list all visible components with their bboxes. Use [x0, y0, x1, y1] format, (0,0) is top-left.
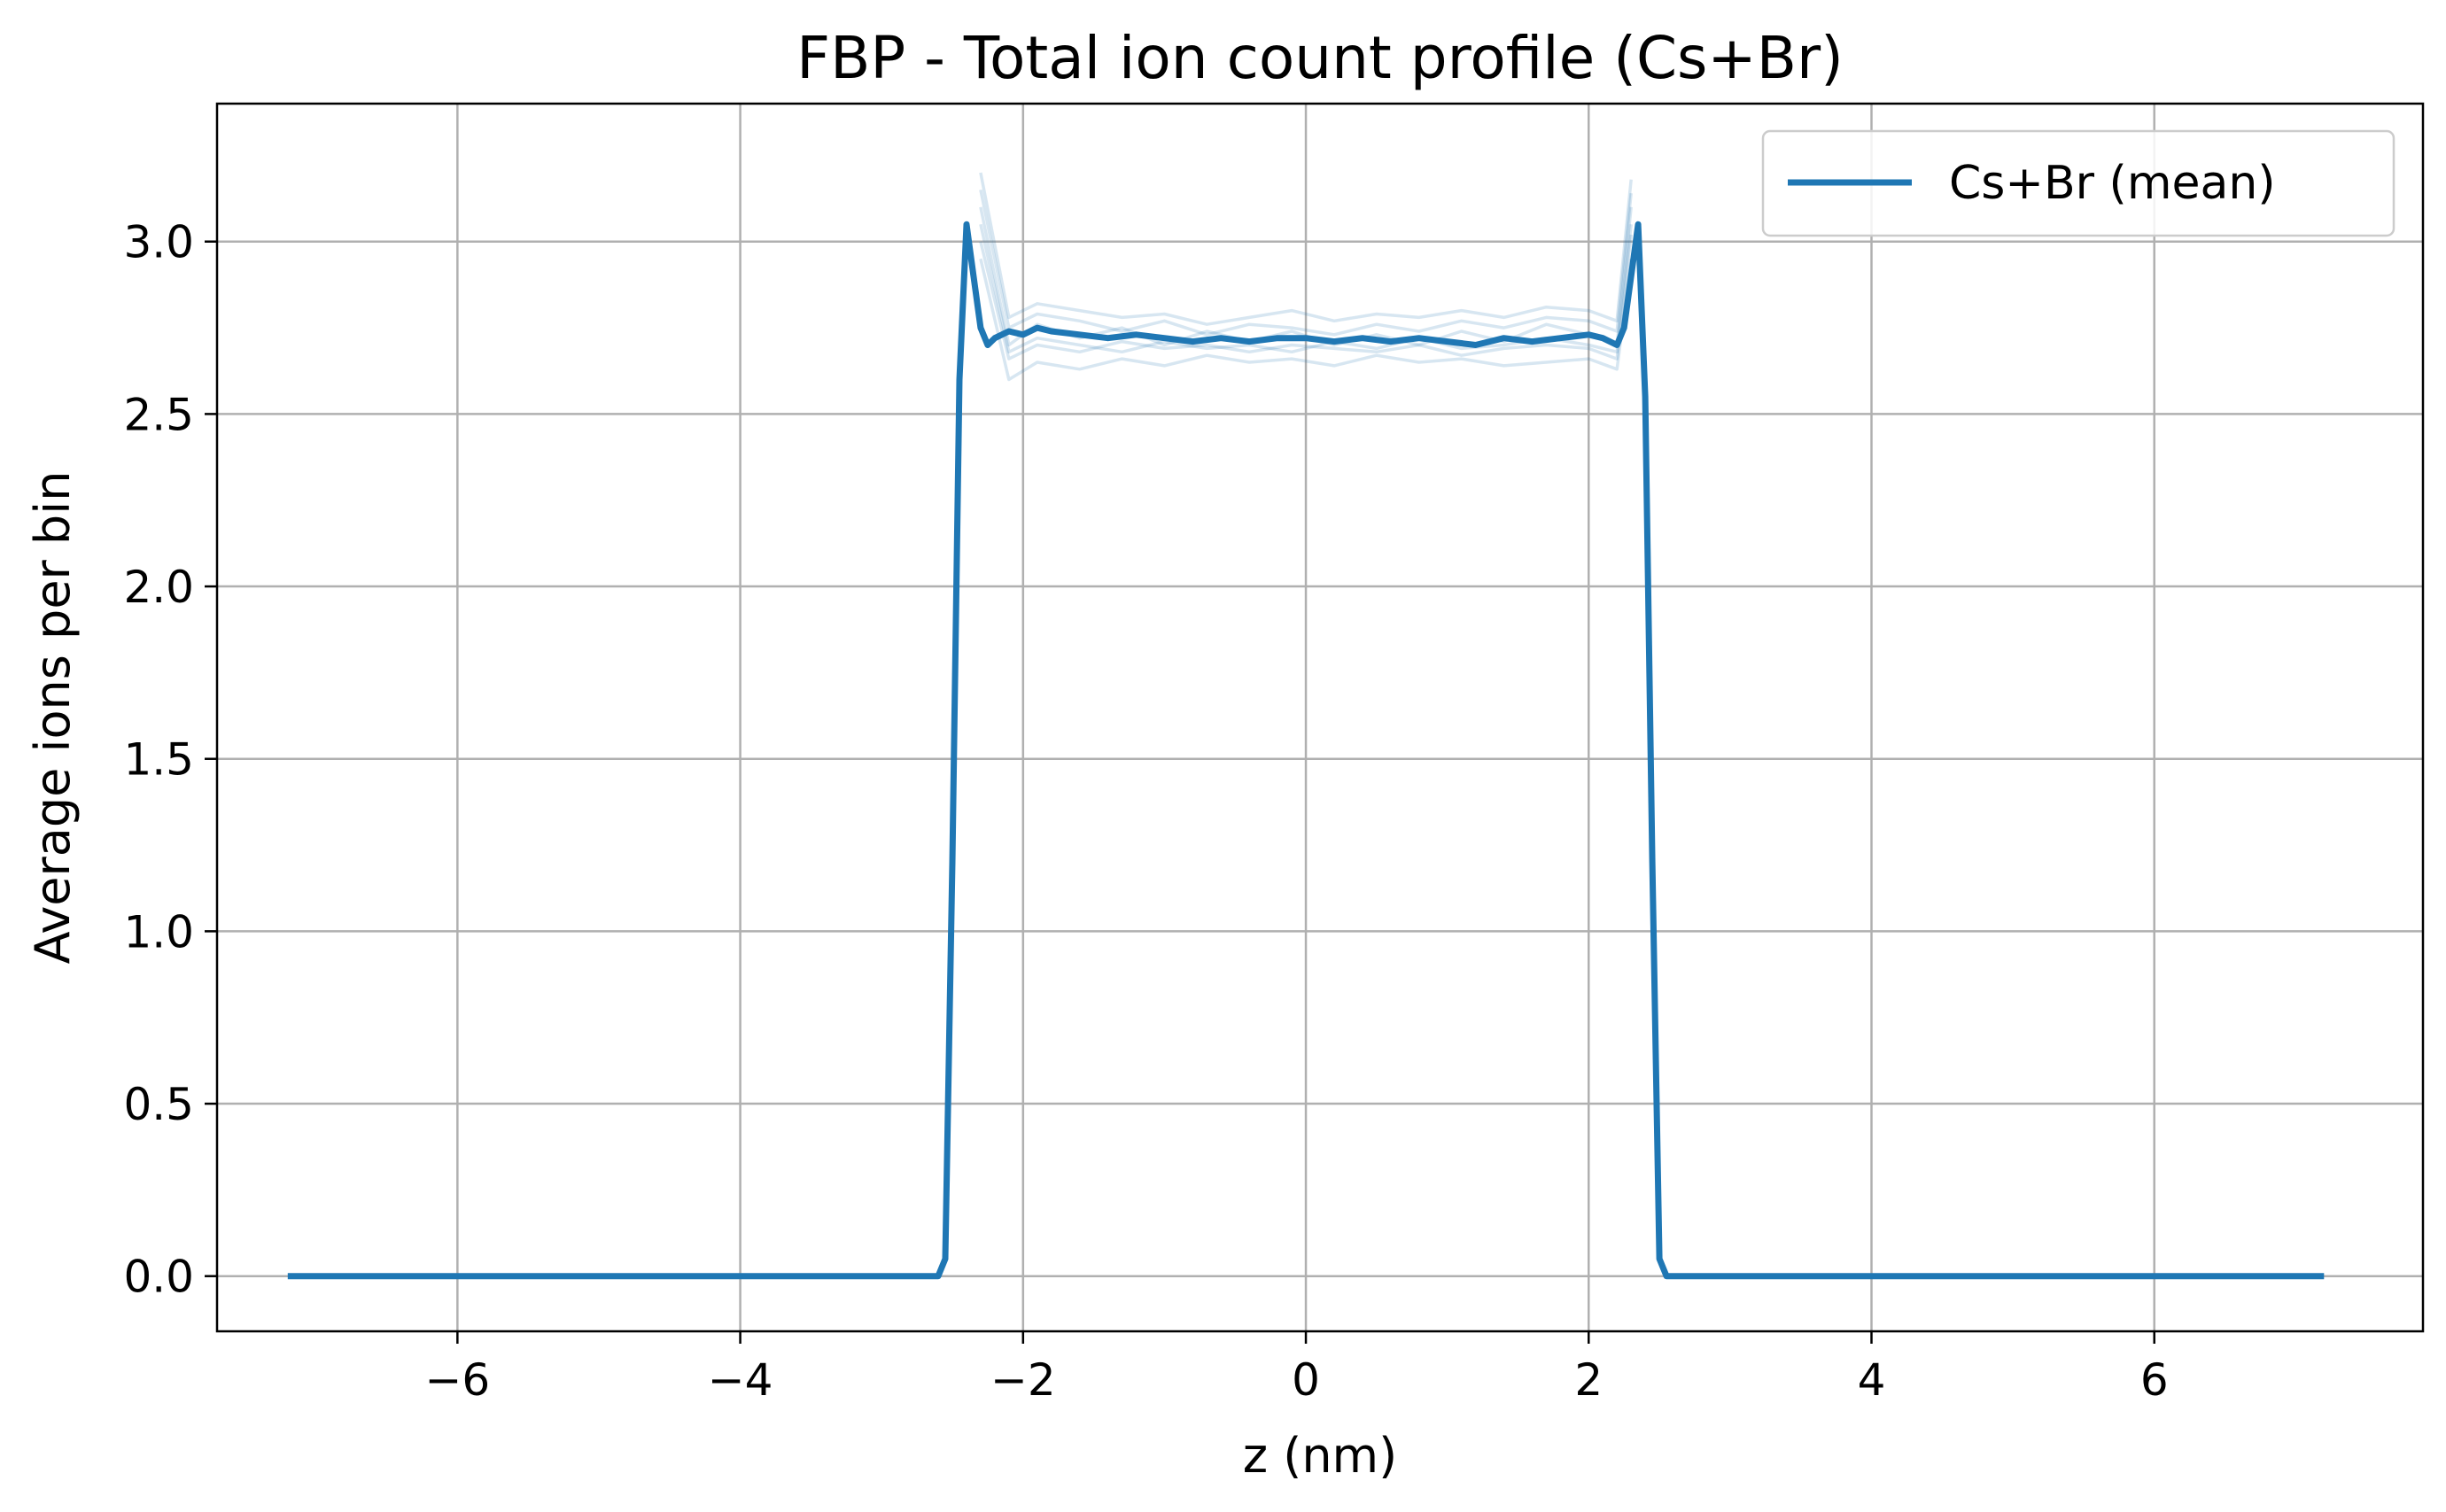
- series-group: [287, 221, 2325, 1280]
- x-tick-label: −6: [424, 1354, 490, 1406]
- y-tick-label: 2.0: [123, 562, 194, 613]
- faint-series-line: [979, 234, 1633, 361]
- y-axis-ticks: 0.0 0.5 1.0 1.5 2.0 2.5 3.0: [123, 217, 217, 1303]
- faint-series-line: [979, 189, 1633, 337]
- series-line-mean: [287, 221, 2325, 1280]
- x-tick-label: 6: [2140, 1354, 2169, 1406]
- y-tick-label: 1.0: [123, 906, 194, 958]
- legend: Cs+Br (mean): [1761, 129, 2396, 237]
- x-tick-label: −2: [990, 1354, 1056, 1406]
- y-tick-label: 2.5: [123, 389, 194, 440]
- x-tick-label: −4: [708, 1354, 773, 1406]
- x-tick-label: 0: [1292, 1354, 1320, 1406]
- faint-series-line: [979, 258, 1633, 382]
- plot-frame: [215, 102, 2425, 1333]
- faint-series-line: [979, 172, 1633, 326]
- y-tick-label: 1.5: [123, 734, 194, 786]
- y-tick-label: 0.0: [123, 1252, 194, 1303]
- y-tick-label: 0.5: [123, 1079, 194, 1130]
- x-axis-label: z (nm): [1243, 1428, 1397, 1484]
- legend-label: Cs+Br (mean): [1949, 157, 2276, 210]
- x-tick-label: 2: [1574, 1354, 1603, 1406]
- legend-box: [1761, 129, 2396, 237]
- y-tick-label: 3.0: [123, 217, 194, 268]
- chart-title: FBP - Total ion count profile (Cs+Br): [796, 24, 1844, 92]
- x-tick-label: 4: [1858, 1354, 1886, 1406]
- y-axis-label: Average ions per bin: [25, 471, 81, 965]
- x-axis-ticks: −6 −4 −2 0 2 4 6: [424, 1331, 2169, 1406]
